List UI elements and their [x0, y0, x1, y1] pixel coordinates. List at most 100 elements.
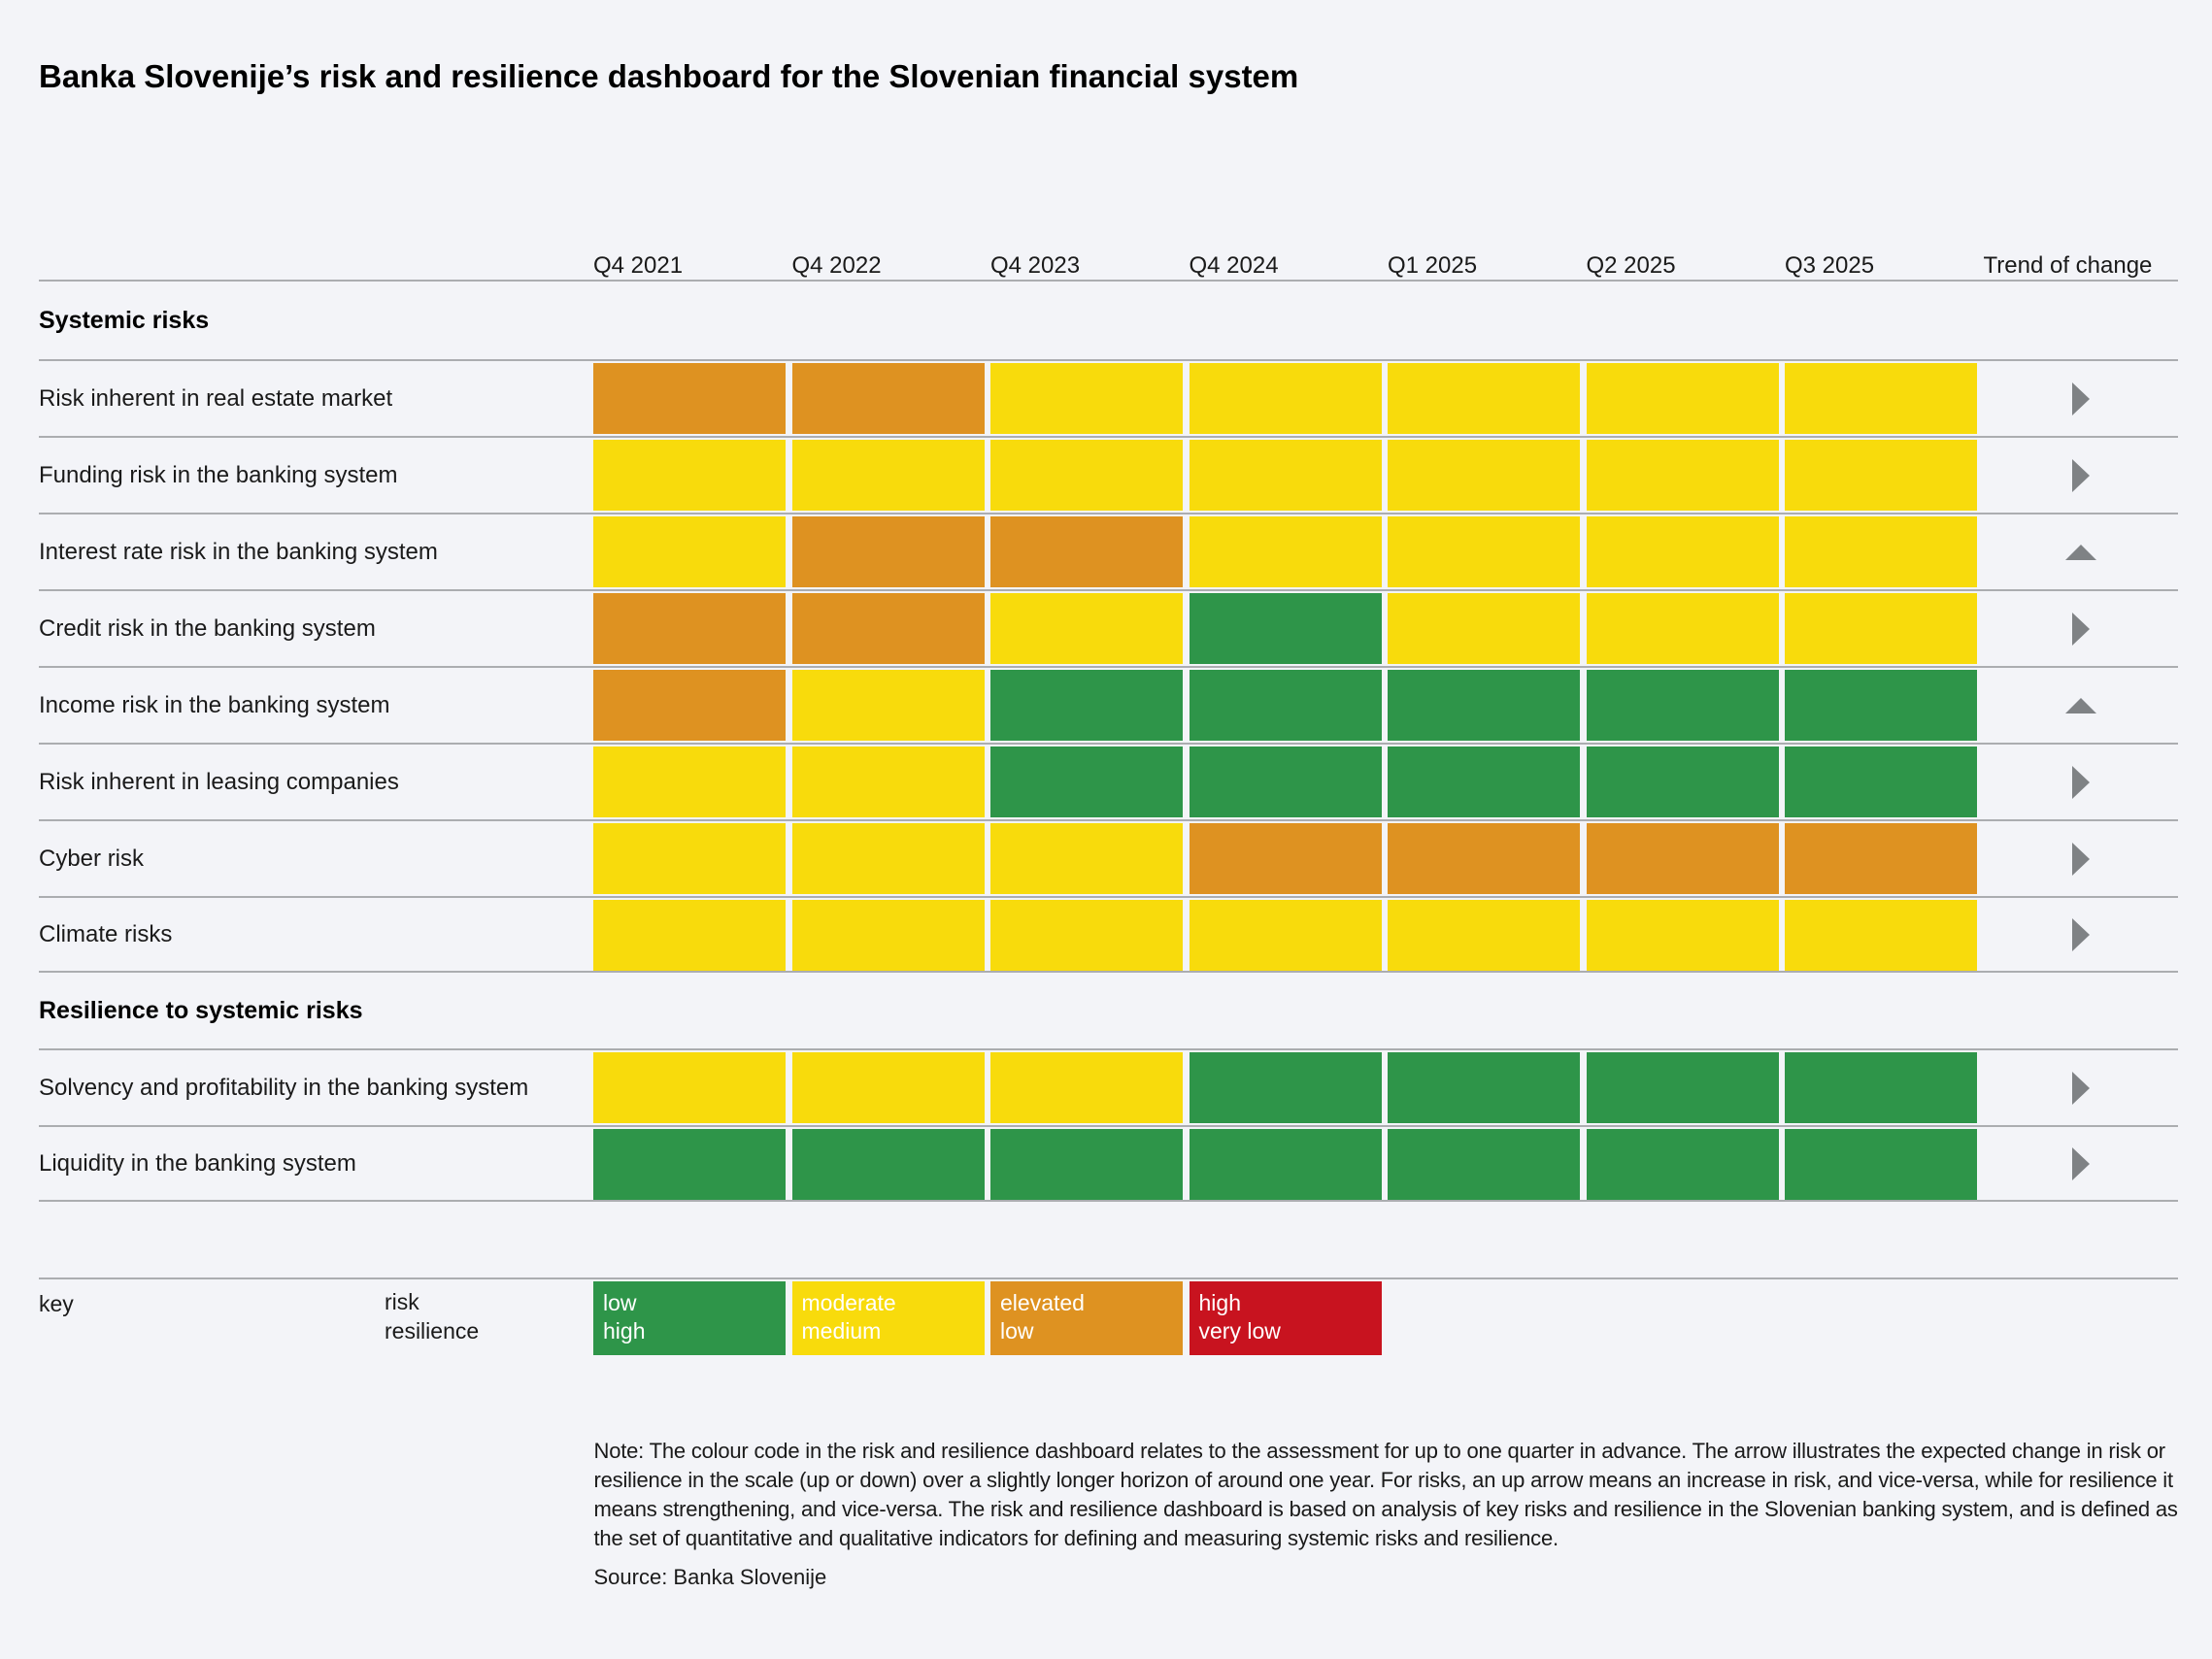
- assessment-cell-high: [990, 1129, 1183, 1200]
- column-header-q4-2023: Q4 2023: [990, 252, 1081, 279]
- key-row: key risk resilience low high moderate mediu…: [39, 1277, 2178, 1355]
- assessment-cell-elevated: [1785, 823, 1977, 894]
- trend-cell: [1984, 821, 2178, 896]
- assessment-cell-moderate: [990, 900, 1183, 971]
- trend-up-arrow-icon: [2064, 697, 2096, 713]
- trend-right-arrow-icon: [2071, 382, 2090, 415]
- table-row: Interest rate risk in the banking system: [39, 513, 2178, 589]
- assessment-cell-low: [990, 670, 1183, 741]
- row-label: Risk inherent in leasing companies: [39, 768, 399, 795]
- assessment-cell-high: [1586, 1129, 1779, 1200]
- assessment-cell-moderate: [791, 823, 985, 894]
- assessment-cell-moderate: [990, 363, 1183, 434]
- row-label: Climate risks: [39, 920, 173, 947]
- assessment-cell-low: [1189, 747, 1382, 817]
- note-text: Note: The colour code in the risk and re…: [593, 1439, 2178, 1550]
- assessment-cell-medium: [990, 1052, 1183, 1123]
- assessment-cell-moderate: [791, 747, 985, 817]
- key-label-cell: key risk resilience: [39, 1279, 587, 1355]
- assessment-cell-low: [1785, 747, 1977, 817]
- column-header-q4-2022: Q4 2022: [791, 252, 882, 279]
- key-item-elevated: elevated low: [990, 1281, 1183, 1355]
- column-header-trend-of-change: Trend of change: [1983, 252, 2153, 279]
- trend-cell: [1984, 1050, 2178, 1125]
- assessment-cell-moderate: [1785, 440, 1977, 511]
- key-item-risk-label: moderate: [801, 1290, 896, 1315]
- assessment-cell-elevated: [791, 363, 985, 434]
- table-row: Liquidity in the banking system: [39, 1125, 2178, 1202]
- table-row: Credit risk in the banking system: [39, 589, 2178, 666]
- assessment-cell-moderate: [1586, 516, 1779, 587]
- key-scale-risk-label: risk: [385, 1289, 419, 1314]
- table-row: Risk inherent in leasing companies: [39, 743, 2178, 819]
- trend-right-arrow-icon: [2071, 1146, 2090, 1180]
- assessment-cell-medium: [791, 1052, 985, 1123]
- key-item-moderate: moderate medium: [791, 1281, 985, 1355]
- assessment-cell-low: [1388, 747, 1580, 817]
- trend-cell: [1984, 361, 2178, 436]
- assessment-cell-moderate: [593, 440, 786, 511]
- assessment-cell-moderate: [1785, 363, 1977, 434]
- trend-right-arrow-icon: [2071, 1071, 2090, 1105]
- assessment-cell-moderate: [1189, 440, 1382, 511]
- trend-cell: [1984, 668, 2178, 743]
- trend-cell: [1984, 1127, 2178, 1200]
- column-header-q4-2021: Q4 2021: [593, 252, 684, 279]
- assessment-cell-low: [1586, 747, 1779, 817]
- risk-table: Q4 2021 Q4 2022 Q4 2023 Q4 2024 Q1 2025 …: [39, 252, 2178, 1590]
- row-label: Credit risk in the banking system: [39, 614, 376, 642]
- assessment-cell-high: [1785, 1052, 1977, 1123]
- key-item-resilience-label: low: [1000, 1318, 1034, 1344]
- section-header-label: Systemic risks: [39, 306, 210, 334]
- assessment-cell-medium: [593, 1052, 786, 1123]
- column-header-q2-2025: Q2 2025: [1586, 252, 1676, 279]
- key-item-high: high very low: [1189, 1281, 1382, 1355]
- key-item-low: low high: [593, 1281, 786, 1355]
- assessment-cell-moderate: [1189, 516, 1382, 587]
- trend-cell: [1984, 898, 2178, 971]
- assessment-cell-moderate: [791, 440, 985, 511]
- row-label: Risk inherent in real estate market: [39, 384, 393, 412]
- assessment-cell-moderate: [1388, 440, 1580, 511]
- key-label: key: [39, 1291, 74, 1316]
- assessment-cell-moderate: [1388, 900, 1580, 971]
- assessment-cell-high: [1189, 1052, 1382, 1123]
- row-label: Liquidity in the banking system: [39, 1149, 356, 1177]
- assessment-cell-moderate: [593, 516, 786, 587]
- assessment-cell-moderate: [791, 900, 985, 971]
- assessment-cell-elevated: [593, 593, 786, 664]
- key-item-risk-label: high: [1198, 1290, 1241, 1315]
- assessment-cell-high: [1388, 1129, 1580, 1200]
- assessment-cell-low: [1189, 670, 1382, 741]
- assessment-cell-moderate: [1586, 593, 1779, 664]
- assessment-cell-moderate: [1586, 900, 1779, 971]
- row-label: Solvency and profitability in the bankin…: [39, 1074, 529, 1101]
- key-item-risk-label: low: [603, 1290, 637, 1315]
- assessment-cell-elevated: [1586, 823, 1779, 894]
- assessment-cell-elevated: [593, 363, 786, 434]
- assessment-cell-moderate: [593, 823, 786, 894]
- assessment-cell-low: [1586, 670, 1779, 741]
- assessment-cell-moderate: [1586, 440, 1779, 511]
- assessment-cell-elevated: [1388, 823, 1580, 894]
- assessment-cell-moderate: [1189, 363, 1382, 434]
- note-block: Note: The colour code in the risk and re…: [594, 1437, 2183, 1590]
- assessment-cell-low: [990, 747, 1183, 817]
- trend-cell: [1984, 745, 2178, 819]
- assessment-cell-moderate: [1388, 593, 1580, 664]
- assessment-cell-moderate: [990, 823, 1183, 894]
- key-item-risk-label: elevated: [1000, 1290, 1085, 1315]
- trend-right-arrow-icon: [2071, 458, 2090, 492]
- assessment-cell-elevated: [791, 593, 985, 664]
- table-row: Solvency and profitability in the bankin…: [39, 1048, 2178, 1125]
- source-text: Source: Banka Slovenije: [593, 1565, 827, 1589]
- assessment-cell-high: [1586, 1052, 1779, 1123]
- assessment-cell-moderate: [1785, 593, 1977, 664]
- table-row: Cyber risk: [39, 819, 2178, 896]
- table-row: Risk inherent in real estate market: [39, 359, 2178, 436]
- trend-right-arrow-icon: [2071, 917, 2090, 951]
- assessment-cell-moderate: [990, 440, 1183, 511]
- assessment-cell-moderate: [791, 670, 985, 741]
- assessment-cell-moderate: [1388, 363, 1580, 434]
